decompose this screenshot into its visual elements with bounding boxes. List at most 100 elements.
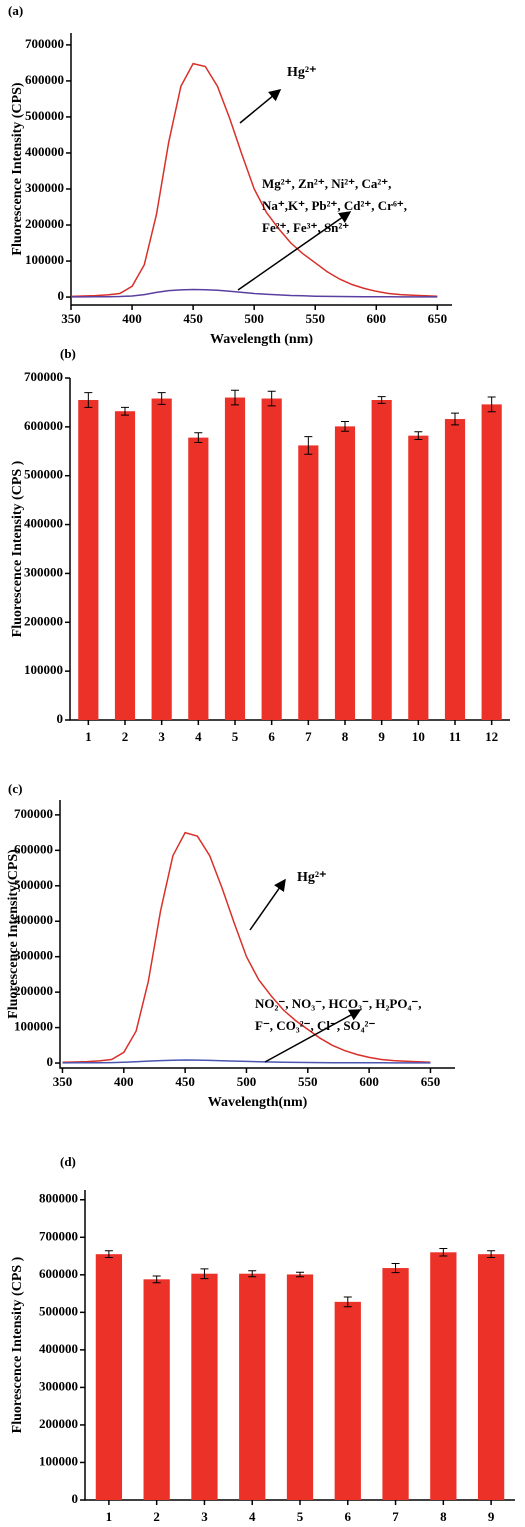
y-tick-label: 100000 [14,1019,53,1034]
error-bar [231,389,239,406]
spectrum-line [62,1059,431,1064]
error-bar [391,1263,400,1274]
x-tick-label: 400 [122,311,142,326]
y-axis-label: Fluorescence Intensity (CPS ) [10,1256,25,1433]
y-tick-label: 400000 [39,1341,78,1356]
y-tick-label: 100000 [25,252,64,267]
error-bar [84,392,93,408]
y-tick-label: 600000 [14,841,53,856]
y-tick-label: 800000 [39,1191,78,1206]
x-tick-label: 650 [428,311,448,326]
x-tick-label: 400 [114,1074,134,1089]
error-bar [439,1248,448,1257]
x-tick-label: 12 [485,729,498,744]
bar [408,435,429,720]
x-tick-label: 9 [378,729,385,744]
error-bar [200,1268,209,1280]
y-tick-label: 200000 [14,983,53,998]
y-tick-label: 300000 [39,1378,78,1393]
axis [70,33,452,306]
bar [481,404,502,720]
x-tick-label: 450 [175,1074,195,1089]
spectrum-line [71,288,438,298]
x-tick-label: 500 [244,311,264,326]
bar [95,1254,123,1500]
y-tick-label: 400000 [14,912,53,927]
y-tick-label: 500000 [24,467,63,482]
error-bar [248,1270,257,1278]
error-bar [304,436,313,455]
x-tick-label: 2 [153,1509,160,1524]
error-bar [341,420,349,432]
x-tick-label: 1 [85,729,92,744]
axis [69,378,510,721]
bar [188,437,209,720]
y-tick-label: 0 [72,1491,79,1506]
series-label: Hg²⁺ [287,65,316,80]
y-axis-label: Fluorescence Intensity(CPS) [6,849,21,1019]
y-tick-label: 500000 [25,108,64,123]
x-tick-label: 4 [195,729,202,744]
x-tick-label: 8 [440,1509,447,1524]
x-tick-label: 3 [201,1509,208,1524]
y-tick-label: 700000 [39,1228,78,1243]
error-bar [121,406,129,416]
y-tick-label: 200000 [25,216,64,231]
x-tick-label: 5 [297,1509,304,1524]
x-tick-label: 600 [359,1074,379,1089]
bar [151,398,172,720]
error-bar [451,412,459,426]
x-tick-label: 1 [106,1509,113,1524]
y-tick-label: 600000 [25,72,64,87]
bar [334,426,356,720]
x-axis-label: Wavelength(nm) [208,1095,308,1110]
x-tick-label: 9 [488,1509,495,1524]
spectrum-line [62,831,431,1064]
x-tick-label: 550 [298,1074,318,1089]
error-bar [152,1275,161,1284]
x-tick-label: 7 [392,1509,399,1524]
error-bar [487,1250,496,1259]
x-tick-label: 2 [122,729,129,744]
bar [382,1268,409,1500]
y-tick-label: 600000 [24,418,63,433]
x-tick-label: 350 [61,311,81,326]
y-tick-label: 0 [57,711,64,726]
annotation: Na⁺,K⁺, Pb²⁺, Cd²⁺, Cr⁶⁺, [262,198,407,213]
x-tick-label: 3 [158,729,165,744]
x-tick-label: 6 [268,729,275,744]
x-tick-label: 650 [421,1074,441,1089]
y-tick-label: 500000 [39,1303,78,1318]
annotation: Mg²⁺, Zn²⁺, Ni²⁺, Ca²⁺, [262,176,391,191]
x-tick-label: 7 [305,729,312,744]
error-bar [487,396,496,413]
y-tick-label: 400000 [25,144,64,159]
bar [444,419,466,720]
bar [239,1273,266,1500]
error-bar [157,392,166,405]
x-tick-label: 5 [232,729,239,744]
y-tick-label: 700000 [25,36,64,51]
x-tick-label: 4 [249,1509,256,1524]
x-tick-label: 6 [345,1509,352,1524]
error-bar [104,1250,113,1259]
y-tick-label: 700000 [24,369,63,384]
arrow [237,211,352,291]
y-axis-label: Fluorescence Intensity (CPS ) [10,460,25,637]
bar [191,1273,218,1500]
arrow [239,89,282,124]
error-bar [194,432,203,443]
bar [477,1254,505,1500]
arrow [249,878,286,931]
y-tick-label: 300000 [14,948,53,963]
x-tick-label: 550 [305,311,325,326]
x-tick-label: 350 [53,1074,73,1089]
error-bar [296,1271,304,1278]
y-tick-label: 600000 [39,1266,78,1281]
annotation: NO₂⁻, NO₃⁻, HCO₃⁻, H₂PO₄⁻, [255,996,421,1011]
x-tick-label: 450 [183,311,203,326]
bar [298,445,319,720]
bar [430,1252,457,1500]
axis [59,800,455,1069]
